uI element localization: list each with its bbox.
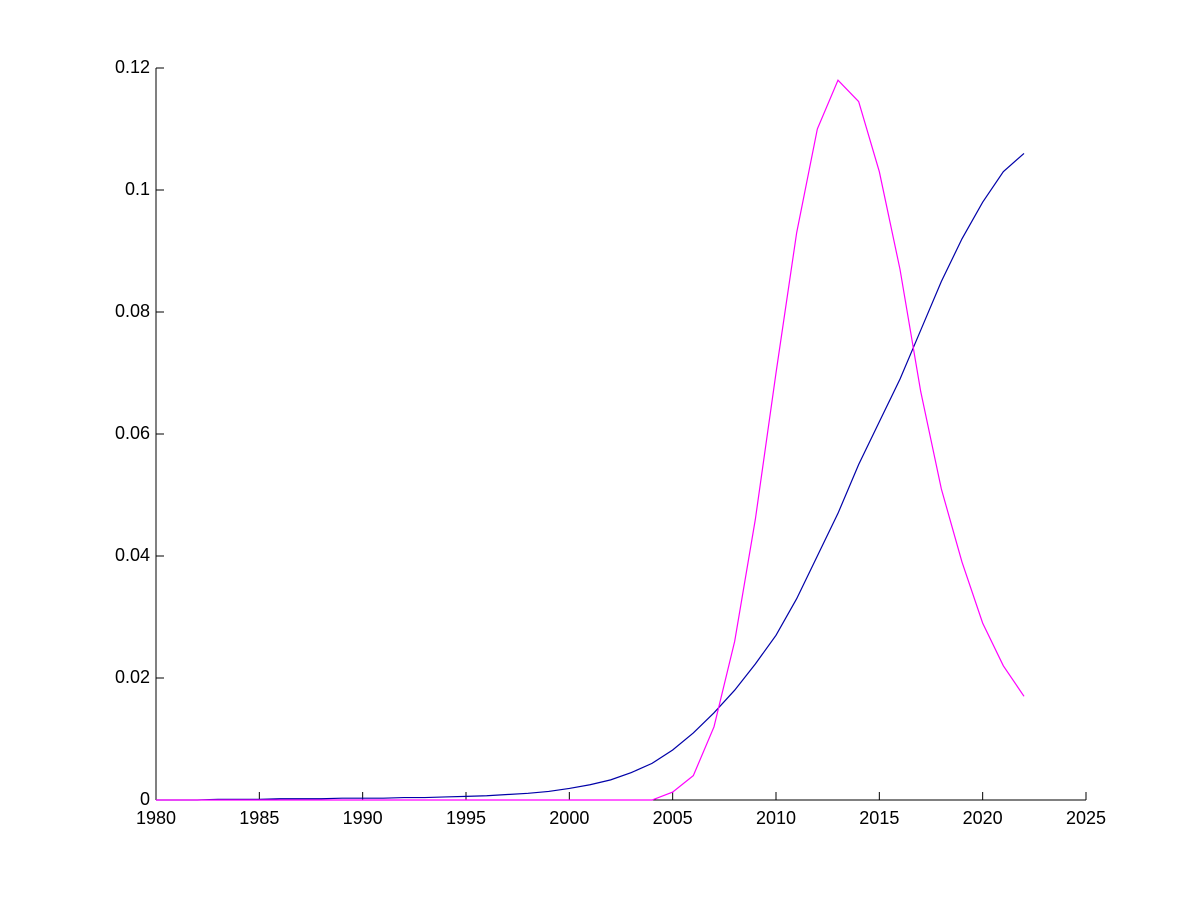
y-tick-label: 0.02 <box>115 667 150 687</box>
x-tick-label: 2025 <box>1066 808 1106 828</box>
x-tick-label: 2010 <box>756 808 796 828</box>
x-tick-label: 2015 <box>859 808 899 828</box>
x-tick-label: 1985 <box>239 808 279 828</box>
y-tick-label: 0.12 <box>115 57 150 77</box>
x-tick-label: 2005 <box>653 808 693 828</box>
x-tick-label: 1980 <box>136 808 176 828</box>
y-tick-label: 0.1 <box>125 179 150 199</box>
x-tick-label: 1990 <box>343 808 383 828</box>
series-line <box>156 152 1025 801</box>
x-tick-label: 2000 <box>549 808 589 828</box>
y-tick-label: 0.08 <box>115 301 150 321</box>
y-tick-label: 0.06 <box>115 423 150 443</box>
x-tick-label: 1995 <box>446 808 486 828</box>
series-line <box>156 79 1025 801</box>
x-tick-label: 2020 <box>963 808 1003 828</box>
y-tick-label: 0.04 <box>115 545 150 565</box>
y-tick-label: 0 <box>140 789 150 809</box>
